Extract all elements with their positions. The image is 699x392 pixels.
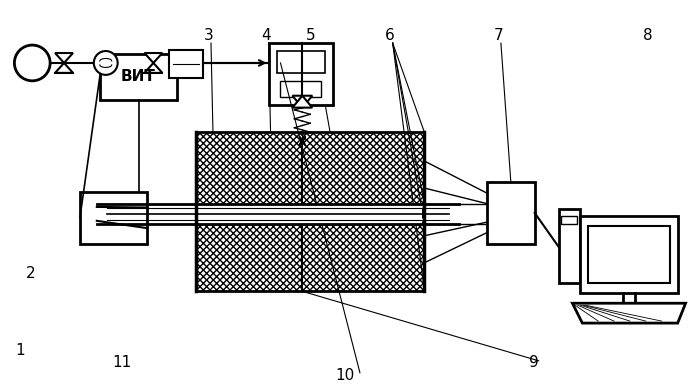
Text: 1: 1 [15, 343, 25, 358]
Text: 5: 5 [305, 28, 315, 43]
Polygon shape [572, 303, 686, 323]
Text: 7: 7 [494, 28, 504, 43]
Bar [589, 226, 670, 283]
Bar [487, 182, 535, 244]
Bar [169, 50, 203, 78]
Bar [198, 204, 422, 224]
Bar [580, 216, 677, 293]
Polygon shape [55, 53, 73, 63]
Polygon shape [292, 96, 312, 108]
Bar [561, 216, 577, 224]
Text: 11: 11 [112, 355, 131, 370]
Text: 10: 10 [336, 368, 354, 383]
Text: 8: 8 [643, 28, 653, 43]
Bar [277, 51, 325, 73]
Text: 2: 2 [25, 266, 35, 281]
Circle shape [15, 45, 50, 81]
Bar [80, 192, 147, 244]
Polygon shape [145, 53, 162, 63]
Polygon shape [145, 63, 162, 73]
Polygon shape [292, 96, 312, 108]
Text: 3: 3 [204, 28, 214, 43]
Bar [559, 209, 580, 283]
Circle shape [94, 51, 117, 75]
Bar [268, 43, 333, 105]
Bar [196, 132, 424, 291]
Text: 4: 4 [261, 28, 271, 43]
Bar [100, 54, 178, 100]
Text: 9: 9 [529, 355, 538, 370]
Text: ВИТ: ВИТ [121, 69, 156, 84]
Polygon shape [55, 63, 73, 73]
Bar [280, 81, 322, 97]
Text: 6: 6 [385, 28, 395, 43]
